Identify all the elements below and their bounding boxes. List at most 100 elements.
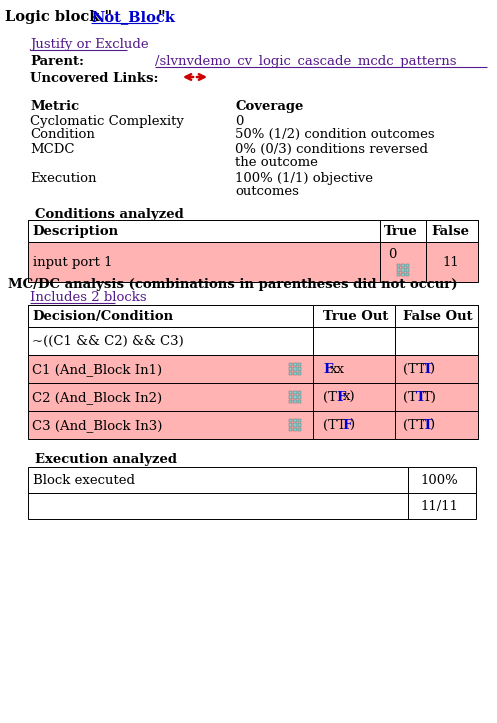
Bar — [298, 362, 302, 366]
Bar — [293, 423, 297, 427]
Bar — [293, 395, 297, 399]
Text: Metric: Metric — [30, 100, 79, 113]
Bar — [293, 428, 297, 432]
Bar — [426, 220, 478, 242]
Bar — [313, 355, 395, 383]
Bar — [406, 273, 410, 276]
Bar — [313, 411, 395, 439]
Bar — [293, 400, 297, 403]
Bar — [28, 242, 380, 282]
Text: T: T — [416, 391, 426, 404]
Text: 100%: 100% — [420, 474, 458, 487]
Text: x): x) — [342, 391, 355, 404]
Text: C3 (And_Block In3): C3 (And_Block In3) — [32, 419, 163, 432]
Bar — [298, 400, 302, 403]
Text: ~((C1 && C2) && C3): ~((C1 && C2) && C3) — [32, 335, 184, 348]
Bar — [395, 383, 478, 411]
Bar — [293, 362, 297, 366]
Text: (T: (T — [323, 391, 337, 404]
Bar — [406, 268, 410, 272]
Text: T: T — [422, 363, 432, 376]
Text: Block executed: Block executed — [33, 474, 135, 487]
Text: True Out: True Out — [323, 310, 388, 323]
Text: ): ) — [429, 419, 434, 432]
Text: 100% (1/1) objective: 100% (1/1) objective — [235, 172, 373, 185]
Bar — [28, 220, 478, 242]
Bar — [313, 327, 395, 355]
Text: F: F — [323, 363, 332, 376]
Bar — [426, 242, 478, 282]
Text: Coverage: Coverage — [235, 100, 303, 113]
Text: Justify or Exclude: Justify or Exclude — [30, 38, 149, 51]
Text: /slvnvdemo_cv_logic_cascade_mcdc_patterns: /slvnvdemo_cv_logic_cascade_mcdc_pattern… — [155, 55, 457, 68]
Text: input port 1: input port 1 — [33, 256, 112, 269]
Bar — [401, 264, 405, 267]
Text: T: T — [422, 419, 432, 432]
Text: 0: 0 — [388, 248, 397, 261]
Bar — [401, 268, 405, 272]
Text: (TT: (TT — [403, 363, 426, 376]
Bar — [401, 273, 405, 276]
Bar — [298, 372, 302, 375]
Text: False Out: False Out — [403, 310, 473, 323]
Bar — [289, 400, 292, 403]
Bar — [28, 411, 313, 439]
Text: (TT: (TT — [323, 419, 346, 432]
Bar — [408, 467, 476, 493]
Bar — [395, 355, 478, 383]
Bar — [395, 411, 478, 439]
Text: Not_Block: Not_Block — [91, 10, 175, 24]
Bar — [395, 327, 478, 355]
Bar — [408, 493, 476, 519]
Text: F: F — [342, 419, 352, 432]
Text: xx: xx — [330, 363, 344, 376]
Bar — [298, 419, 302, 422]
Bar — [397, 273, 400, 276]
Bar — [289, 395, 292, 399]
Bar — [28, 493, 408, 519]
Bar — [28, 305, 478, 327]
Text: False: False — [431, 225, 469, 238]
Text: 0% (0/3) conditions reversed: 0% (0/3) conditions reversed — [235, 143, 428, 156]
Text: 11: 11 — [442, 256, 459, 269]
Bar — [298, 423, 302, 427]
Text: F: F — [336, 391, 345, 404]
Text: 0: 0 — [235, 115, 244, 128]
Bar — [298, 428, 302, 432]
Bar — [289, 428, 292, 432]
Bar — [298, 390, 302, 394]
Text: Decision/Condition: Decision/Condition — [32, 310, 173, 323]
Text: Execution analyzed: Execution analyzed — [35, 453, 177, 466]
Bar — [313, 305, 395, 327]
Text: Cyclomatic Complexity: Cyclomatic Complexity — [30, 115, 184, 128]
Text: ): ) — [429, 363, 434, 376]
Bar — [313, 383, 395, 411]
Bar — [289, 419, 292, 422]
Bar — [298, 367, 302, 371]
Bar — [28, 355, 313, 383]
Text: the outcome: the outcome — [235, 156, 318, 169]
Text: (T: (T — [403, 391, 417, 404]
Text: C2 (And_Block In2): C2 (And_Block In2) — [32, 391, 162, 404]
Bar — [293, 390, 297, 394]
Text: ": " — [158, 10, 166, 24]
Text: True: True — [384, 225, 418, 238]
Bar — [380, 242, 426, 282]
Text: C1 (And_Block In1): C1 (And_Block In1) — [32, 363, 162, 376]
Text: Condition: Condition — [30, 128, 95, 141]
Text: ): ) — [349, 419, 354, 432]
Text: Uncovered Links:: Uncovered Links: — [30, 72, 159, 85]
Bar — [397, 268, 400, 272]
Text: Parent:: Parent: — [30, 55, 84, 68]
Bar — [289, 367, 292, 371]
Text: Includes 2 blocks: Includes 2 blocks — [30, 291, 147, 304]
Text: 11/11: 11/11 — [420, 500, 458, 513]
Bar — [289, 423, 292, 427]
Text: MC/DC analysis (combinations in parentheses did not occur): MC/DC analysis (combinations in parenthe… — [8, 278, 458, 291]
Bar — [28, 305, 313, 327]
Bar — [397, 264, 400, 267]
Text: outcomes: outcomes — [235, 185, 299, 198]
Bar — [395, 305, 478, 327]
Bar — [289, 362, 292, 366]
Text: (TT: (TT — [403, 419, 426, 432]
